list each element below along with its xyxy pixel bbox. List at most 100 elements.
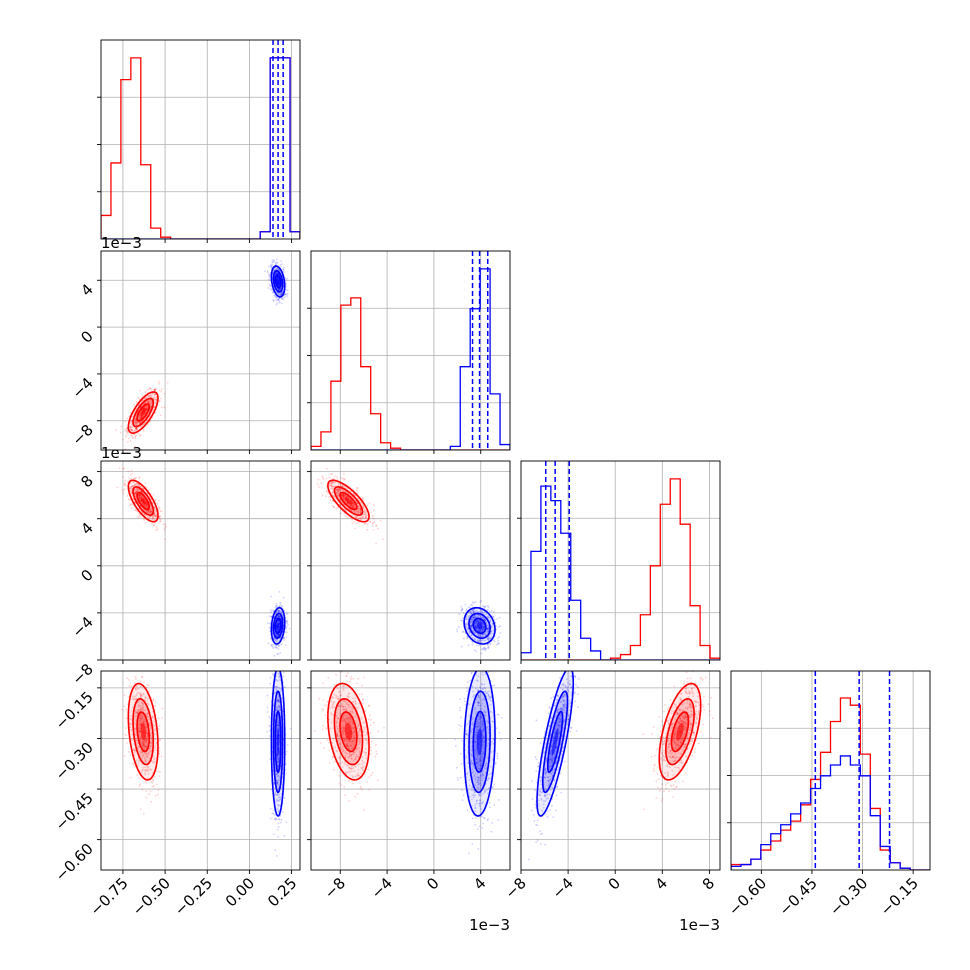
sample-point (154, 510, 157, 512)
sample-point (481, 629, 484, 631)
sample-point (150, 396, 153, 399)
sample-point (364, 511, 367, 514)
sample-point (337, 487, 340, 490)
sample-point (338, 489, 340, 492)
panel-1-0: −8−404 (68, 250, 301, 454)
sample-point (282, 671, 285, 674)
sample-point (472, 610, 475, 613)
sample-point (338, 490, 341, 493)
sample-point (460, 609, 463, 612)
sample-point (146, 388, 149, 391)
sample-point (127, 678, 130, 681)
sample-point (139, 696, 142, 698)
sample-point (329, 499, 332, 502)
sample-point (472, 602, 475, 604)
sample-point (342, 493, 345, 496)
contour (344, 497, 353, 505)
sample-point (131, 695, 134, 698)
sample-point (277, 288, 280, 291)
sample-point (144, 482, 147, 485)
sample-point (149, 394, 152, 397)
sample-point (134, 698, 137, 701)
sample-point (268, 283, 271, 286)
sample-point (153, 406, 156, 409)
sample-point (285, 644, 287, 647)
panel-2-2 (517, 460, 721, 664)
sample-point (364, 513, 367, 515)
sample-point (137, 709, 140, 712)
sample-point (144, 696, 147, 699)
sample-point (339, 488, 342, 491)
sample-point (271, 259, 274, 262)
sample-point (163, 529, 166, 532)
sample-point (146, 715, 149, 718)
sample-point (495, 628, 498, 631)
sample-point (144, 696, 147, 699)
sample-point (473, 615, 475, 618)
sample-point (470, 620, 473, 623)
sample-point (276, 605, 279, 607)
sample-point (143, 505, 146, 508)
sample-point (141, 695, 143, 697)
sample-point (349, 493, 351, 496)
sample-point (280, 293, 283, 296)
sample-point (498, 616, 501, 619)
sample-point (333, 485, 336, 487)
sample-point (145, 409, 148, 411)
sample-point (353, 514, 356, 517)
sample-point (268, 265, 270, 268)
sample-point (281, 263, 283, 266)
sample-point (475, 625, 477, 628)
sample-point (351, 506, 354, 509)
sample-point (471, 617, 474, 620)
sample-point (372, 504, 375, 507)
sample-point (142, 709, 145, 711)
sample-point (155, 399, 158, 401)
sample-point (137, 432, 140, 435)
sample-point (153, 746, 156, 749)
sample-point (137, 708, 140, 711)
sample-point (133, 492, 136, 494)
sample-point (277, 284, 280, 287)
sample-point (138, 494, 141, 497)
sample-point (139, 736, 142, 739)
sample-point (143, 513, 146, 516)
sample-point (150, 510, 152, 513)
sample-point (270, 615, 273, 618)
sample-point (154, 518, 157, 521)
sample-point (147, 510, 150, 513)
sample-point (121, 476, 124, 479)
sample-point (149, 515, 151, 518)
sample-point (277, 611, 280, 614)
sample-point (137, 691, 140, 694)
sample-point (484, 619, 487, 622)
y-tick-label: −8 (68, 660, 96, 688)
sample-point (478, 629, 481, 632)
sample-point (129, 726, 131, 728)
sample-point (127, 695, 130, 698)
sample-point (275, 634, 278, 637)
sample-point (472, 611, 475, 614)
sample-point (141, 741, 144, 744)
sample-point (142, 744, 145, 747)
sample-point (134, 420, 136, 423)
sample-point (138, 730, 141, 733)
sample-point (286, 292, 289, 295)
sample-point (497, 626, 500, 628)
sample-point (273, 269, 276, 272)
sample-point (152, 514, 155, 517)
sample-point (333, 477, 335, 480)
sample-point (145, 755, 148, 758)
sample-point (138, 477, 141, 479)
sample-point (285, 288, 288, 291)
sample-point (344, 500, 347, 503)
sample-point (342, 496, 345, 499)
sample-point (275, 271, 278, 274)
sample-point (360, 516, 363, 519)
sample-point (135, 483, 137, 486)
sample-point (135, 509, 138, 512)
sample-point (134, 733, 137, 736)
sample-point (361, 497, 364, 499)
sample-point (140, 416, 143, 419)
sample-point (152, 784, 155, 787)
